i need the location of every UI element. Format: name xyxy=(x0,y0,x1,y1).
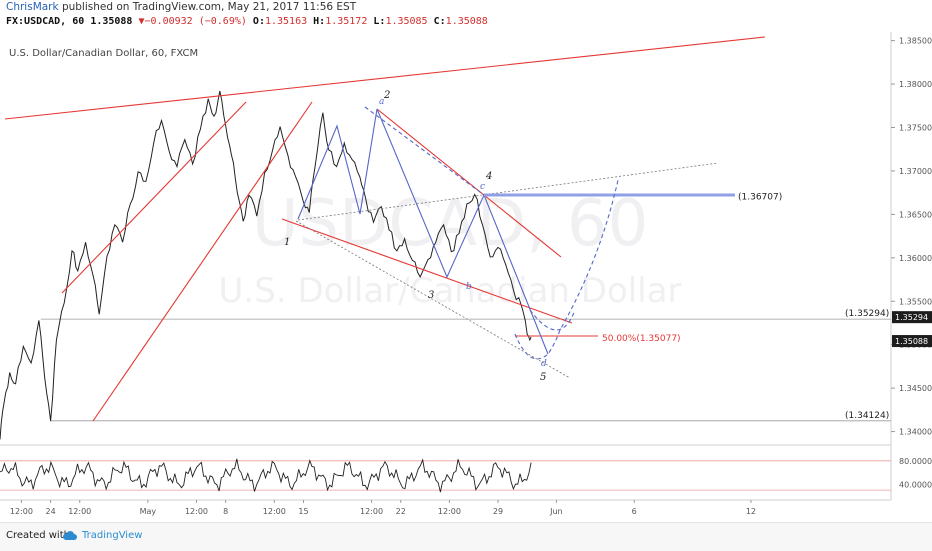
y-tick-label: 1.36500 xyxy=(899,210,932,219)
x-tick-label: 6 xyxy=(632,507,637,516)
blue-wave-lines xyxy=(297,106,735,360)
wave-4-label: 4 xyxy=(485,171,492,182)
created-with-text: Created with xyxy=(6,530,70,541)
price-tag-text: 1.35088 xyxy=(895,337,928,346)
x-tick-label: 12:00 xyxy=(68,507,91,516)
x-tick-label: 12:00 xyxy=(438,507,461,516)
published-text: published on TradingView.com, May 21, 20… xyxy=(61,1,357,13)
x-tick-label: 15 xyxy=(298,507,308,516)
x-tick-label: 29 xyxy=(493,507,503,516)
y-tick-label: 1.34500 xyxy=(899,384,932,393)
channel-lower-line xyxy=(92,101,313,422)
wedge-lower-line xyxy=(281,218,573,324)
blue-forecast-dashed-2 xyxy=(529,309,576,331)
x-tick-label: 12:00 xyxy=(263,507,286,516)
level-label-135294: (1.35294) xyxy=(845,309,889,319)
wave-c-label: c xyxy=(480,182,485,192)
x-tick-label: 8 xyxy=(223,507,228,516)
y-tick-label: 1.38500 xyxy=(899,37,932,46)
oscillator-pane: 80.0000 40.0000 xyxy=(0,457,932,493)
x-tick-label: 22 xyxy=(396,507,406,516)
wave-labels: 1 2 3 4 5 a b c d xyxy=(284,90,547,383)
price-tag-box xyxy=(892,311,932,324)
x-tick-label: 12:00 xyxy=(10,507,33,516)
low-label: L: xyxy=(373,16,386,27)
ohlc-header: FX:USDCAD, 60 1.35088 ▼−0.00932 (−0.69%)… xyxy=(6,16,488,27)
price-level-labels: (1.36707) (1.35294) (1.34124) 50.00%(1.3507… xyxy=(602,192,889,420)
change-value: −0.00932 (−0.69%) xyxy=(144,16,247,27)
x-tick-label: 12 xyxy=(746,507,756,516)
y-tick-label: 1.37000 xyxy=(899,167,932,176)
fib-50-label: 50.00%(1.35077) xyxy=(602,334,681,344)
wave-3-label: 3 xyxy=(428,290,434,301)
x-tick-label: 12:00 xyxy=(360,507,383,516)
tradingview-brand-link[interactable]: TradingView xyxy=(82,530,143,541)
last-price: 1.35088 xyxy=(90,16,133,27)
wave-2-label: 2 xyxy=(383,90,390,101)
y-tick-label: 1.37500 xyxy=(899,123,932,132)
price-series xyxy=(0,90,532,440)
wave-5-label: 5 xyxy=(540,372,546,383)
blue-zigzag-left xyxy=(297,108,378,220)
osc-tick-label: 40.0000 xyxy=(899,480,932,489)
horizontal-levels xyxy=(40,318,891,422)
level-label-136707: (1.36707) xyxy=(738,192,782,202)
oscillator-line xyxy=(0,458,532,493)
price-axis: 1.38500 1.38000 1.37500 1.37000 1.36500 1.360… xyxy=(891,37,932,437)
blue-projection-dashed xyxy=(364,106,485,196)
high-label: H: xyxy=(313,16,326,27)
y-tick-label: 1.36000 xyxy=(899,254,932,263)
time-axis: 12:00 24 12:00 May 12:00 8 12:00 15 12:00 22 12:00… xyxy=(10,500,756,516)
watermark-name: U.S. Dollar/Canadian Dollar xyxy=(219,271,682,311)
osc-tick-label: 80.0000 xyxy=(899,457,932,466)
current-price-tags: 1.35294 1.35088 xyxy=(892,311,932,348)
close-value: 1.35088 xyxy=(445,16,488,27)
dotted-lower-line xyxy=(295,220,571,379)
y-tick-label: 1.38000 xyxy=(899,80,932,89)
price-tag-box xyxy=(892,335,932,348)
y-tick-label: 1.34000 xyxy=(899,428,932,437)
x-tick-label: May xyxy=(140,507,157,516)
x-tick-label: 24 xyxy=(45,507,55,516)
wave-b-label: b xyxy=(466,282,472,292)
channel-upper-line xyxy=(61,101,247,294)
low-value: 1.35085 xyxy=(385,16,428,27)
wave-a-label: a xyxy=(379,97,384,107)
y-tick-label: 1.35500 xyxy=(899,297,932,306)
top-trendline xyxy=(4,36,766,120)
wave-d-label: d xyxy=(541,359,547,369)
wave-1-label: 1 xyxy=(284,237,290,248)
dotted-upper-line xyxy=(297,162,719,221)
x-tick-label: Jun xyxy=(549,507,563,516)
down-arrow-icon: ▼ xyxy=(138,16,145,27)
chart-title: U.S. Dollar/Canadian Dollar, 60, FXCM xyxy=(9,48,198,59)
close-label: C: xyxy=(433,16,446,27)
price-chart[interactable]: USDCAD, 60 U.S. Dollar/Canadian Dollar U… xyxy=(0,30,932,522)
blue-forecast-dashed xyxy=(514,179,619,360)
tradingview-cloud-icon[interactable] xyxy=(62,529,78,541)
open-label: O: xyxy=(252,16,265,27)
symbol-label: FX:USDCAD, 60 xyxy=(6,16,85,27)
x-tick-label: 12:00 xyxy=(185,507,208,516)
open-value: 1.35163 xyxy=(264,16,308,27)
red-trendlines xyxy=(4,36,766,422)
author-link[interactable]: ChrisMark xyxy=(6,1,59,13)
dotted-channel xyxy=(295,162,719,379)
level-label-134124: (1.34124) xyxy=(845,411,889,421)
blue-abcd-solid xyxy=(376,108,549,355)
price-tag-text: 1.35294 xyxy=(895,313,928,322)
publish-header: ChrisMark published on TradingView.com, … xyxy=(6,1,356,13)
wedge-upper-line xyxy=(376,108,562,258)
footer-bar: Created with TradingView xyxy=(0,522,932,551)
high-value: 1.35172 xyxy=(325,16,368,27)
